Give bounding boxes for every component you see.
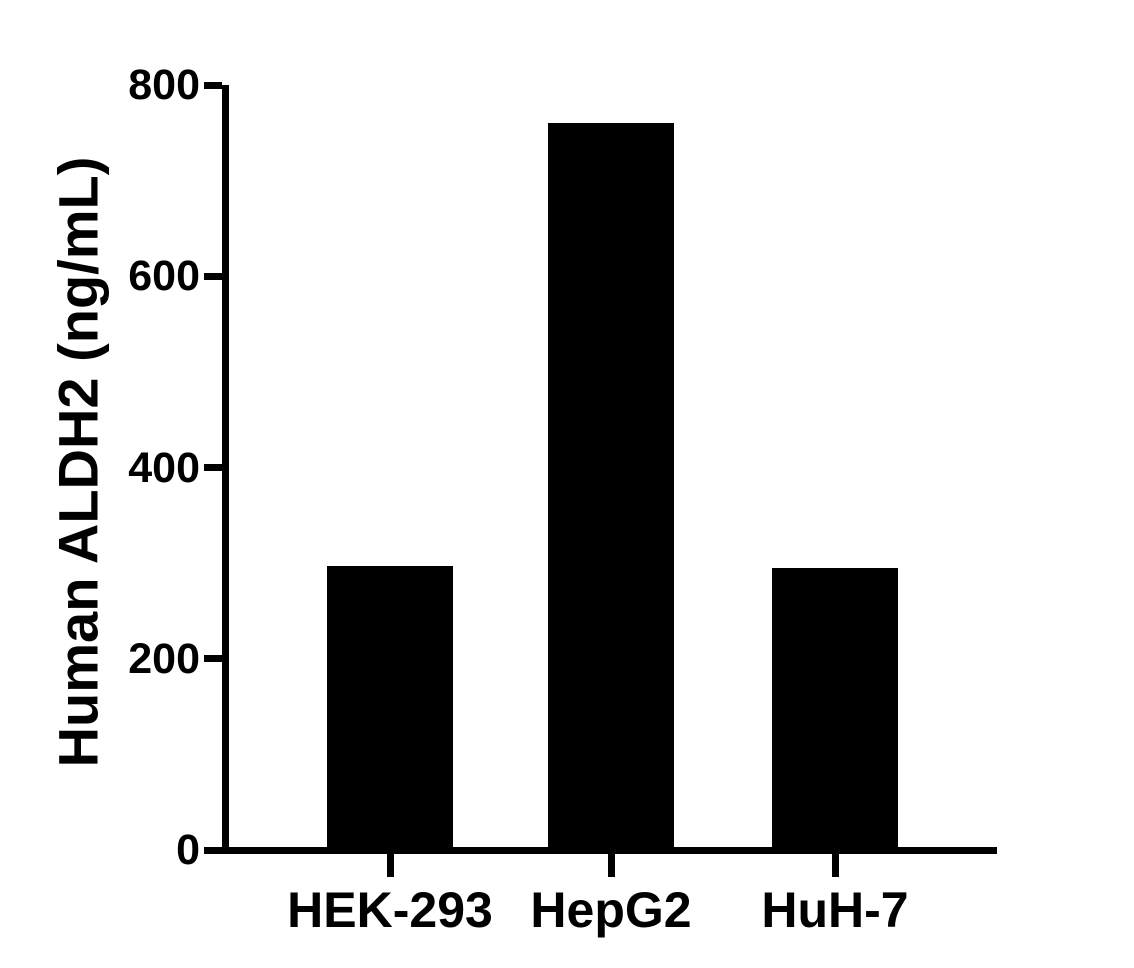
bar-huh-7 [772, 568, 898, 850]
y-tick-mark [204, 82, 222, 89]
y-tick-mark [204, 464, 222, 471]
y-axis-tick-label: 200 [128, 635, 200, 683]
x-category-label: HEK-293 [287, 882, 493, 938]
y-axis-tick-label: 400 [128, 444, 200, 492]
x-tick-mark [387, 854, 394, 877]
y-axis-tick-label: 0 [176, 826, 200, 874]
y-tick-mark [204, 273, 222, 280]
y-axis-tick-label: 800 [128, 61, 200, 109]
y-tick-mark [204, 655, 222, 662]
x-category-label: HuH-7 [761, 882, 909, 938]
x-tick-mark [608, 854, 615, 877]
bar-hepg2 [548, 123, 674, 850]
x-category-label: HepG2 [530, 882, 692, 938]
plot-area [222, 85, 997, 854]
bar-hek-293 [327, 566, 453, 850]
y-axis-tick-label: 600 [128, 252, 200, 300]
y-tick-mark [204, 847, 222, 854]
x-tick-mark [832, 854, 839, 877]
